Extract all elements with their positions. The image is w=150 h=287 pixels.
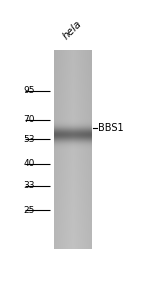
Text: 70: 70	[23, 115, 35, 124]
Text: 40: 40	[23, 159, 35, 168]
Text: 53: 53	[23, 135, 35, 144]
Text: 95: 95	[23, 86, 35, 95]
Text: hela: hela	[61, 18, 84, 41]
Text: BBS1: BBS1	[98, 123, 123, 133]
Text: 33: 33	[23, 181, 35, 190]
Text: 25: 25	[23, 205, 35, 215]
